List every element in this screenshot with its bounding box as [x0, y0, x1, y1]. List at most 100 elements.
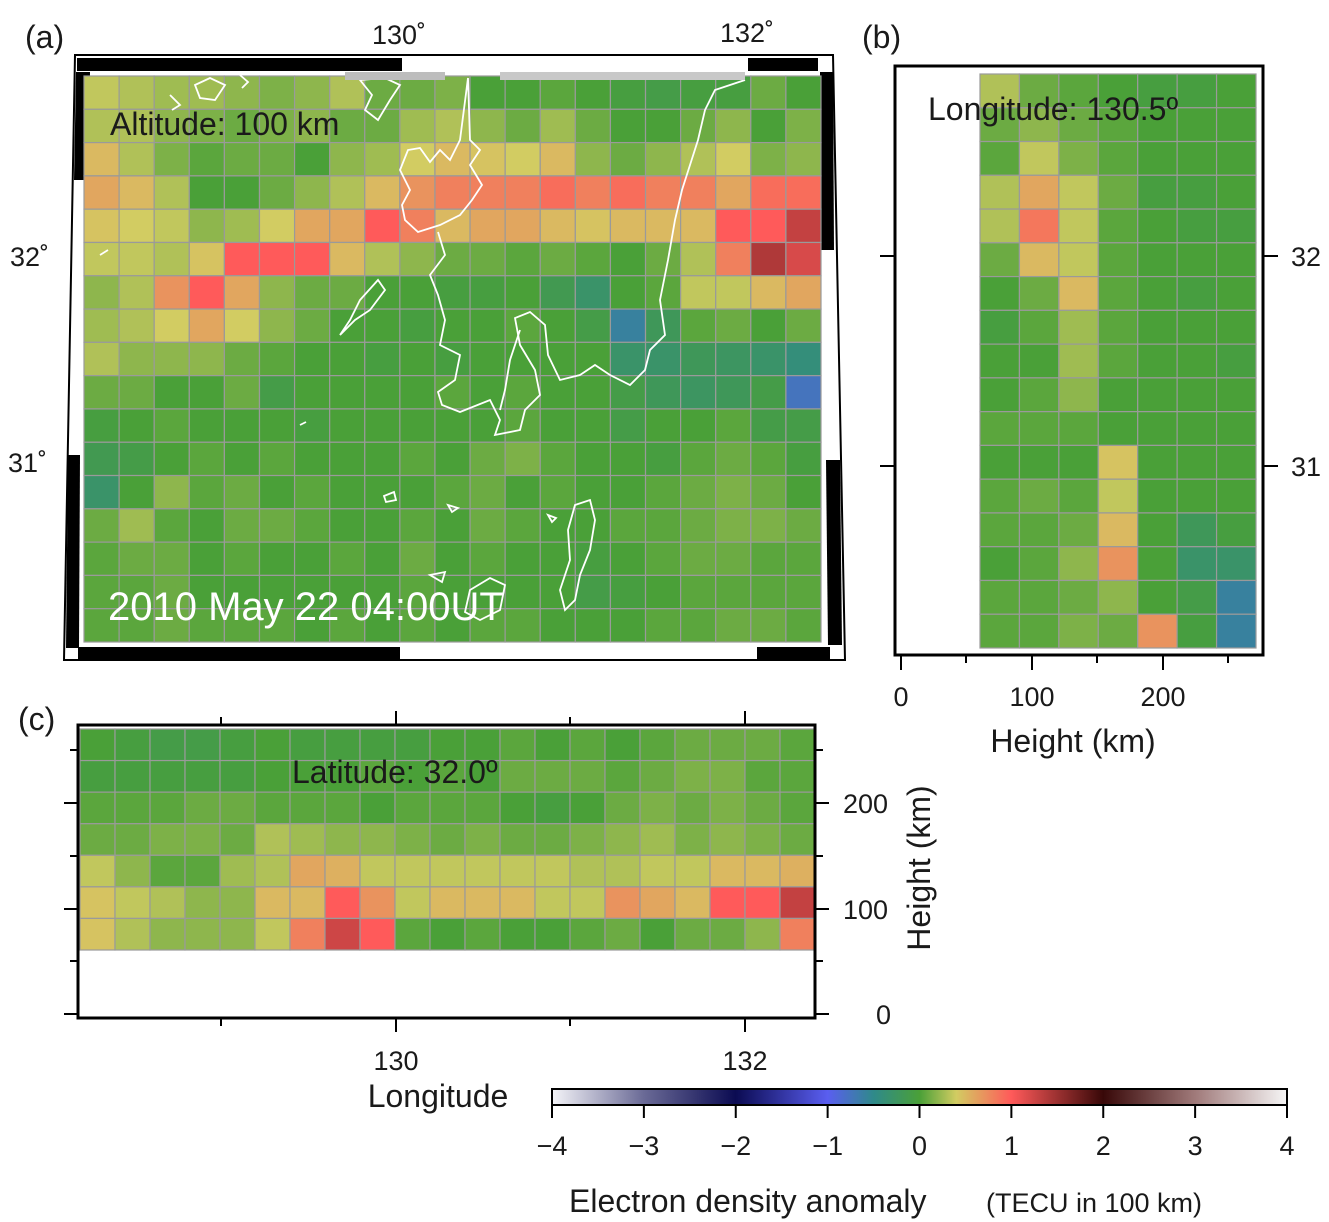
heatmap-a-cell [153, 541, 190, 577]
panel-b: (b) Longitude: 130.5º 32 31 0 100 200 He… [862, 19, 1321, 759]
heatmap-b-cell [1215, 411, 1257, 447]
heatmap-b-cell [1058, 377, 1099, 413]
heatmap-a-cell [258, 108, 296, 144]
heatmap-c-cell [464, 791, 501, 825]
heatmap-c-cell [604, 759, 641, 793]
heatmap-a-cell [574, 208, 612, 244]
heatmap-a-cell [293, 308, 331, 343]
heatmap-b-cell [1176, 174, 1218, 210]
heatmap-c-cell [219, 791, 256, 825]
heatmap-c-cell [219, 854, 256, 888]
panel-c-x-tick-130: 130 [373, 1046, 418, 1076]
heatmap-a-cell [539, 441, 576, 477]
heatmap-b-cell [1097, 613, 1139, 649]
panel-a-left-tick-32: 32˚ [10, 242, 49, 272]
heatmap-b-cell [1058, 579, 1099, 615]
heatmap-a-cell [399, 208, 436, 244]
heatmap-a-cell [329, 208, 366, 244]
heatmap-a-cell [434, 541, 471, 577]
heatmap-a-cell [750, 241, 787, 277]
heatmap-b-cell [1018, 613, 1060, 649]
heatmap-c-cell [604, 917, 641, 951]
heatmap-b-cell [1176, 411, 1218, 447]
heatmap-a-cell [644, 574, 682, 610]
heatmap-a-cell [258, 441, 296, 477]
heatmap-a-cell [153, 441, 190, 477]
heatmap-b-cell [1137, 377, 1178, 413]
heatmap-a-cell [715, 141, 752, 177]
heatmap-a-cell [715, 175, 752, 210]
heatmap-a-cell [118, 375, 155, 410]
heatmap-b-cell [979, 242, 1021, 278]
panel-a-top-tick-132: 132˚ [720, 18, 774, 48]
heatmap-a-cell [539, 75, 576, 110]
heatmap-a-cell [644, 608, 682, 643]
heatmap-a-cell [574, 574, 612, 610]
heatmap-c-cell [569, 759, 606, 793]
heatmap-a-cell [293, 341, 331, 377]
heatmap-b-cell [1097, 140, 1139, 176]
heatmap-b-cell [1018, 512, 1060, 548]
gray-land-top [345, 72, 745, 80]
heatmap-c-cell [709, 728, 746, 762]
heatmap-b-cell [1018, 411, 1060, 447]
panel-c-xlabel: Longitude [368, 1078, 509, 1114]
heatmap-c-cell [184, 823, 221, 856]
heatmap-a-cell [504, 408, 541, 443]
heatmap-a-cell [399, 275, 436, 310]
panel-c: (c) Latitude: 32.0º 130 132 [18, 701, 937, 1114]
heatmap-b-cell [1097, 546, 1139, 582]
heatmap-c-cell [779, 886, 816, 920]
heatmap-a-cell [469, 175, 506, 210]
colorbar-tick-label: 1 [1004, 1131, 1019, 1161]
heatmap-c-cell [324, 791, 361, 825]
heatmap-c-cell [324, 759, 361, 793]
heatmap-a-cell [609, 275, 647, 310]
heatmap-b-cell [979, 208, 1021, 244]
heatmap-a-cell [539, 108, 576, 144]
heatmap-b-cell [1058, 73, 1099, 109]
heatmap-c-cell [744, 759, 781, 793]
heatmap-a-cell [399, 341, 436, 377]
heatmap-a-cell [680, 574, 717, 610]
heatmap-c-cell [359, 886, 396, 920]
heatmap-a-cell [364, 608, 401, 643]
heatmap-b-cell [1176, 140, 1218, 176]
heatmap-a-cell [293, 608, 331, 643]
heatmap-a-cell [293, 541, 331, 577]
heatmap-c-cell [779, 759, 816, 793]
heatmap-a-cell [364, 375, 401, 410]
heatmap-b-cell [979, 613, 1021, 649]
heatmap-a-cell [399, 75, 436, 110]
heatmap-a-cell [504, 375, 541, 410]
heatmap-c-cell [534, 854, 571, 888]
heatmap-b-cell [979, 275, 1021, 311]
heatmap-b-cell [1215, 242, 1257, 278]
heatmap-a-cell [188, 308, 225, 343]
heatmap-a-cell [680, 141, 717, 177]
heatmap-b-cell [1215, 107, 1257, 143]
heatmap-c-cell [149, 886, 186, 920]
heatmap-a-cell [223, 75, 261, 110]
heatmap-b-cell [1215, 512, 1257, 548]
heatmap-a-cell [118, 474, 155, 510]
heatmap-a-cell [504, 508, 541, 543]
heatmap-b-cell [1215, 377, 1257, 413]
heatmap-a-cell [469, 474, 506, 510]
heatmap-c-cell [184, 791, 221, 825]
heatmap-a-cell [83, 441, 120, 477]
colorbar-label-unit: (TECU in 100 km) [986, 1188, 1202, 1218]
heatmap-c-cell [709, 759, 746, 793]
heatmap-b-cell [979, 579, 1021, 615]
heatmap-a-cell [680, 275, 717, 310]
heatmap-c-cell [744, 854, 781, 888]
heatmap-c-cell [709, 823, 746, 856]
heatmap-a-cell [399, 474, 436, 510]
heatmap-a-cell [434, 241, 471, 277]
heatmap-a-cell [715, 208, 752, 244]
heatmap-a-cell [504, 208, 541, 244]
heatmap-c-cell [114, 823, 151, 856]
heatmap-c-cell [149, 917, 186, 951]
heatmap-b-cell [1176, 546, 1218, 582]
heatmap-c-cell [534, 759, 571, 793]
